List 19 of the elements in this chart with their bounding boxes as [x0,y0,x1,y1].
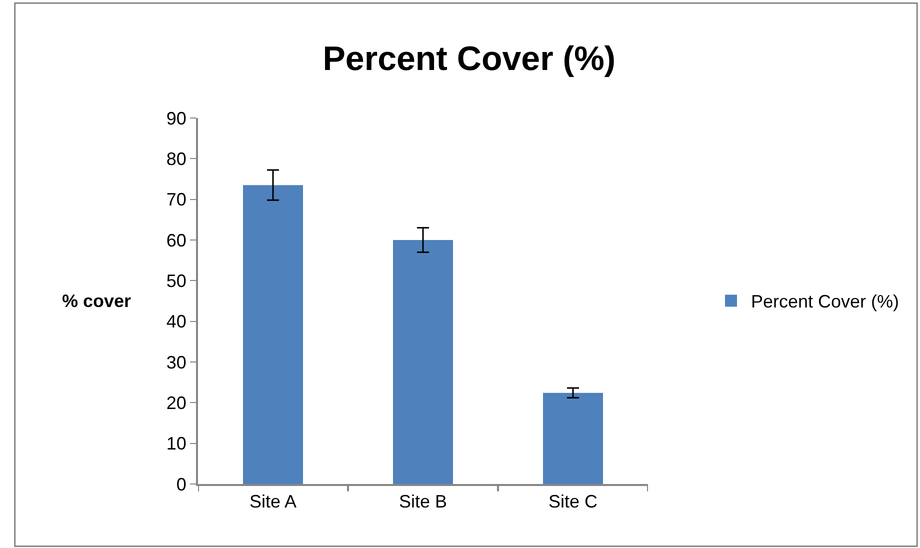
y-tick-label: 90 [166,108,186,128]
y-tick-label: 30 [166,352,186,372]
y-tick-label: 60 [166,230,186,250]
y-tick-label: 40 [166,312,186,332]
x-tick-label: Site C [548,492,598,512]
y-tick-label: 50 [166,270,186,291]
bar [243,185,303,484]
legend-label: Percent Cover (%) [751,292,900,312]
y-tick-label: 10 [166,434,186,454]
y-tick-label: 70 [166,190,186,210]
bar [393,240,453,484]
y-tick-label: 20 [166,392,186,413]
chart-title: Percent Cover (%) [322,40,616,78]
bar [543,392,603,484]
y-tick-label: 0 [176,474,186,494]
x-tick-label: Site A [249,492,297,512]
x-tick-label: Site B [398,492,448,512]
y-axis-title: % cover [62,291,132,311]
y-tick-label: 80 [166,148,186,169]
